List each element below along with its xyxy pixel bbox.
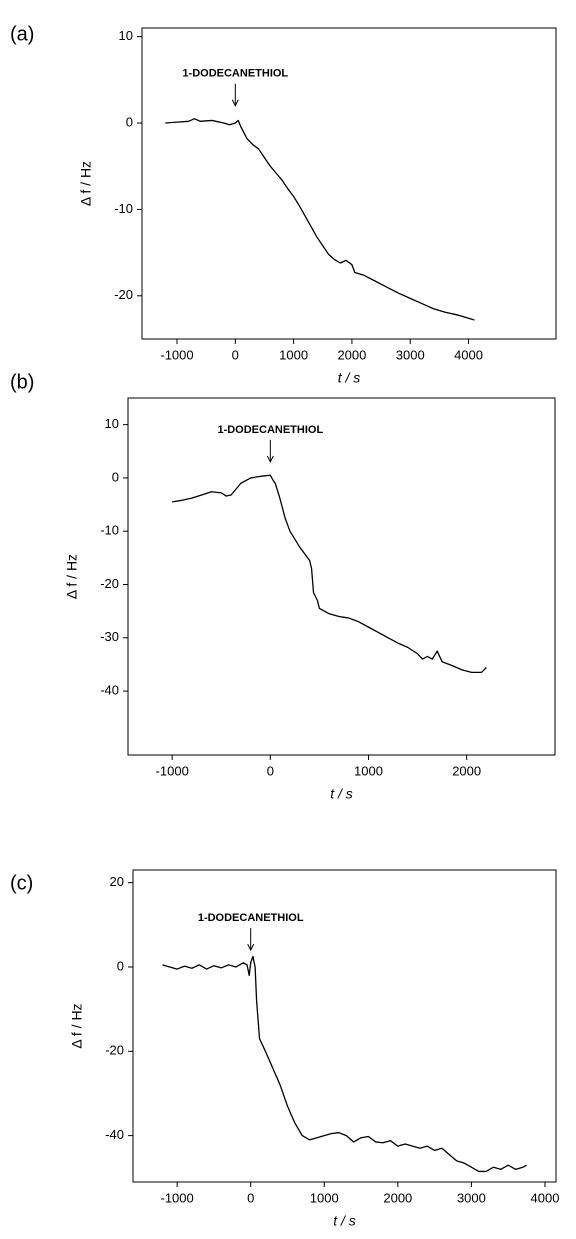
y-tick-label: 10 (105, 416, 119, 431)
panel-label: (b) (10, 371, 34, 393)
chart-panel: (a) -1000 0 1000 2000 3000 4000 10 0 -10 -20 t / s Δ… (10, 23, 557, 386)
y-tick-label: 0 (117, 958, 124, 973)
y-tick-label: -40 (105, 1127, 124, 1142)
x-axis-label: t / s (338, 370, 361, 386)
x-tick-label: -1000 (161, 1190, 194, 1205)
plot-frame (141, 27, 557, 340)
y-tick-label: 20 (110, 874, 124, 889)
y-axis-label: Δ f / Hz (69, 1003, 85, 1048)
x-tick-label: 2000 (337, 347, 366, 362)
annotation-text: 1-DODECANETHIOL (198, 912, 304, 924)
x-tick-label: 3000 (457, 1190, 486, 1205)
x-tick-label: 4000 (531, 1190, 560, 1205)
y-tick-label: 0 (126, 114, 133, 129)
y-tick-label: -10 (114, 201, 133, 216)
x-tick-label: 1000 (310, 1190, 339, 1205)
plot-frame (127, 397, 556, 756)
y-axis-label: Δ f / Hz (64, 554, 80, 599)
y-tick-label: 10 (119, 28, 133, 43)
y-tick-label: -20 (105, 1043, 124, 1058)
x-tick-label: -1000 (160, 347, 193, 362)
x-tick-label: 1000 (354, 763, 383, 778)
y-tick-label: -10 (100, 523, 119, 538)
x-tick-label: 2000 (383, 1190, 412, 1205)
data-line (172, 474, 487, 674)
x-tick-label: 0 (267, 763, 274, 778)
x-tick-label: 0 (247, 1190, 254, 1205)
annotation-arrowhead (247, 943, 255, 952)
annotation-arrowhead (266, 455, 274, 464)
annotation-text: 1-DODECANETHIOL (182, 68, 288, 80)
x-tick-label: -1000 (156, 763, 189, 778)
data-line (165, 118, 475, 321)
y-tick-label: -20 (100, 576, 119, 591)
y-tick-label: -30 (100, 629, 119, 644)
annotation-arrowhead (231, 99, 239, 107)
x-tick-label: 1000 (279, 347, 308, 362)
x-axis-label: t / s (333, 1213, 356, 1229)
x-tick-label: 2000 (452, 763, 481, 778)
x-tick-label: 4000 (454, 347, 483, 362)
plot-frame (132, 869, 557, 1183)
x-axis-label: t / s (330, 786, 353, 802)
chart-panel: (b) -1000 0 1000 2000 10 0 -10 -20 -30 -40 t / s Δ f… (10, 371, 556, 802)
data-line (162, 955, 527, 1173)
panel-label: (c) (10, 872, 33, 894)
y-tick-label: -20 (114, 287, 133, 302)
chart-panel: (c) -1000 0 1000 2000 3000 4000 20 0 -20 -40 t / s Δ… (10, 869, 560, 1229)
x-tick-label: 0 (232, 347, 239, 362)
annotation-text: 1-DODECANETHIOL (217, 424, 323, 436)
x-tick-label: 3000 (396, 347, 425, 362)
y-axis-label: Δ f / Hz (78, 161, 94, 206)
y-tick-label: -40 (100, 682, 119, 697)
y-tick-label: 0 (112, 469, 119, 484)
panel-label: (a) (10, 23, 34, 45)
